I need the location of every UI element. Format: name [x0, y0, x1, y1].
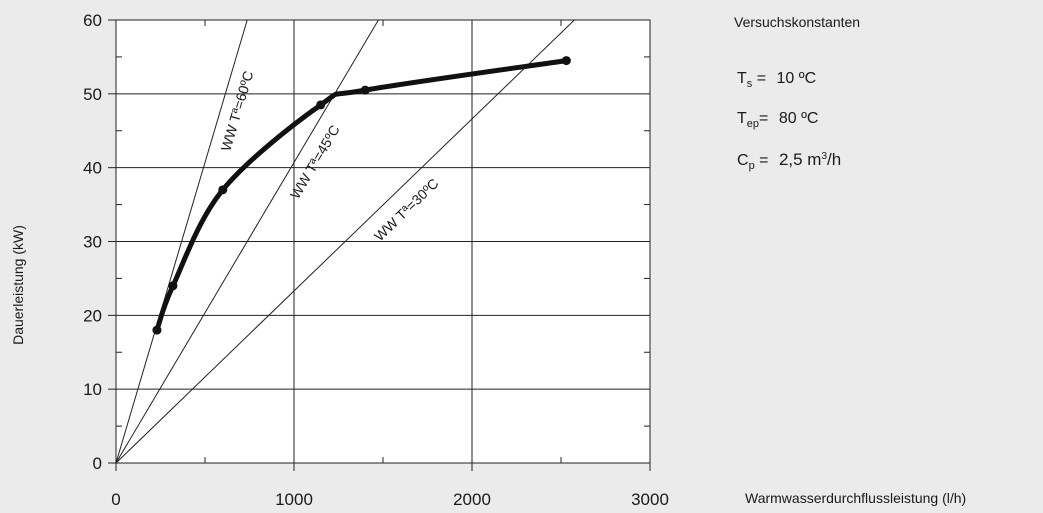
- constant-ts: Ts = 10 ºC: [737, 70, 816, 90]
- x-tick-label: 3000: [631, 490, 669, 509]
- minor-ticks: [108, 19, 651, 471]
- data-point: [218, 185, 228, 195]
- y-tick-label: 0: [93, 454, 102, 473]
- data-point: [168, 281, 178, 291]
- data-point: [316, 100, 326, 110]
- y-tick-labels: 0 10 20 30 40 50 60: [83, 11, 102, 473]
- constant-value: 80 ºC: [778, 110, 819, 127]
- x-axis-label: Warmwasserdurchflussleistung (l/h): [745, 490, 967, 506]
- x-tick-labels: 0 1000 2000 3000: [111, 490, 669, 509]
- y-tick-label: 60: [83, 11, 102, 30]
- series: [152, 56, 571, 335]
- constant-symbol: T: [737, 110, 747, 127]
- constant-subscript: p: [748, 160, 755, 172]
- constant-cp: Cp = 2,5 m3/h: [737, 150, 841, 172]
- reference-line: [116, 20, 248, 463]
- legend-title: Versuchskonstanten: [734, 14, 861, 30]
- constant-value: 10 ºC: [776, 70, 817, 87]
- data-point: [152, 325, 162, 335]
- data-point: [360, 85, 370, 95]
- y-tick-label: 30: [83, 233, 102, 252]
- y-axis-label: Dauerleistung (kW): [10, 225, 26, 345]
- constant-subscript: s: [746, 78, 753, 90]
- constant-equals: =: [756, 70, 767, 87]
- y-tick-label: 20: [83, 306, 102, 325]
- y-tick-label: 50: [83, 85, 102, 104]
- constant-value: 2,5 m3/h: [779, 150, 841, 169]
- constant-tep: Tep= 80 ºC: [737, 110, 818, 130]
- y-tick-label: 40: [83, 159, 102, 178]
- constant-value-main: 2,5 m: [778, 150, 822, 169]
- constant-symbol: C: [737, 152, 749, 169]
- constant-symbol: T: [737, 70, 747, 87]
- x-tick-label: 1000: [275, 490, 313, 509]
- constant-value-unit: /h: [827, 150, 842, 169]
- y-tick-label: 10: [83, 380, 102, 399]
- reference-line: [116, 20, 575, 463]
- constant-equals: =: [759, 110, 769, 127]
- constant-value-superscript: 3: [821, 151, 828, 162]
- plot-frame: [115, 19, 651, 464]
- constant-subscript: ep: [746, 118, 760, 130]
- data-point: [561, 56, 571, 66]
- constant-equals: =: [759, 152, 769, 169]
- x-tick-label: 2000: [453, 490, 491, 509]
- grid: [116, 20, 650, 463]
- x-tick-label: 0: [111, 490, 120, 509]
